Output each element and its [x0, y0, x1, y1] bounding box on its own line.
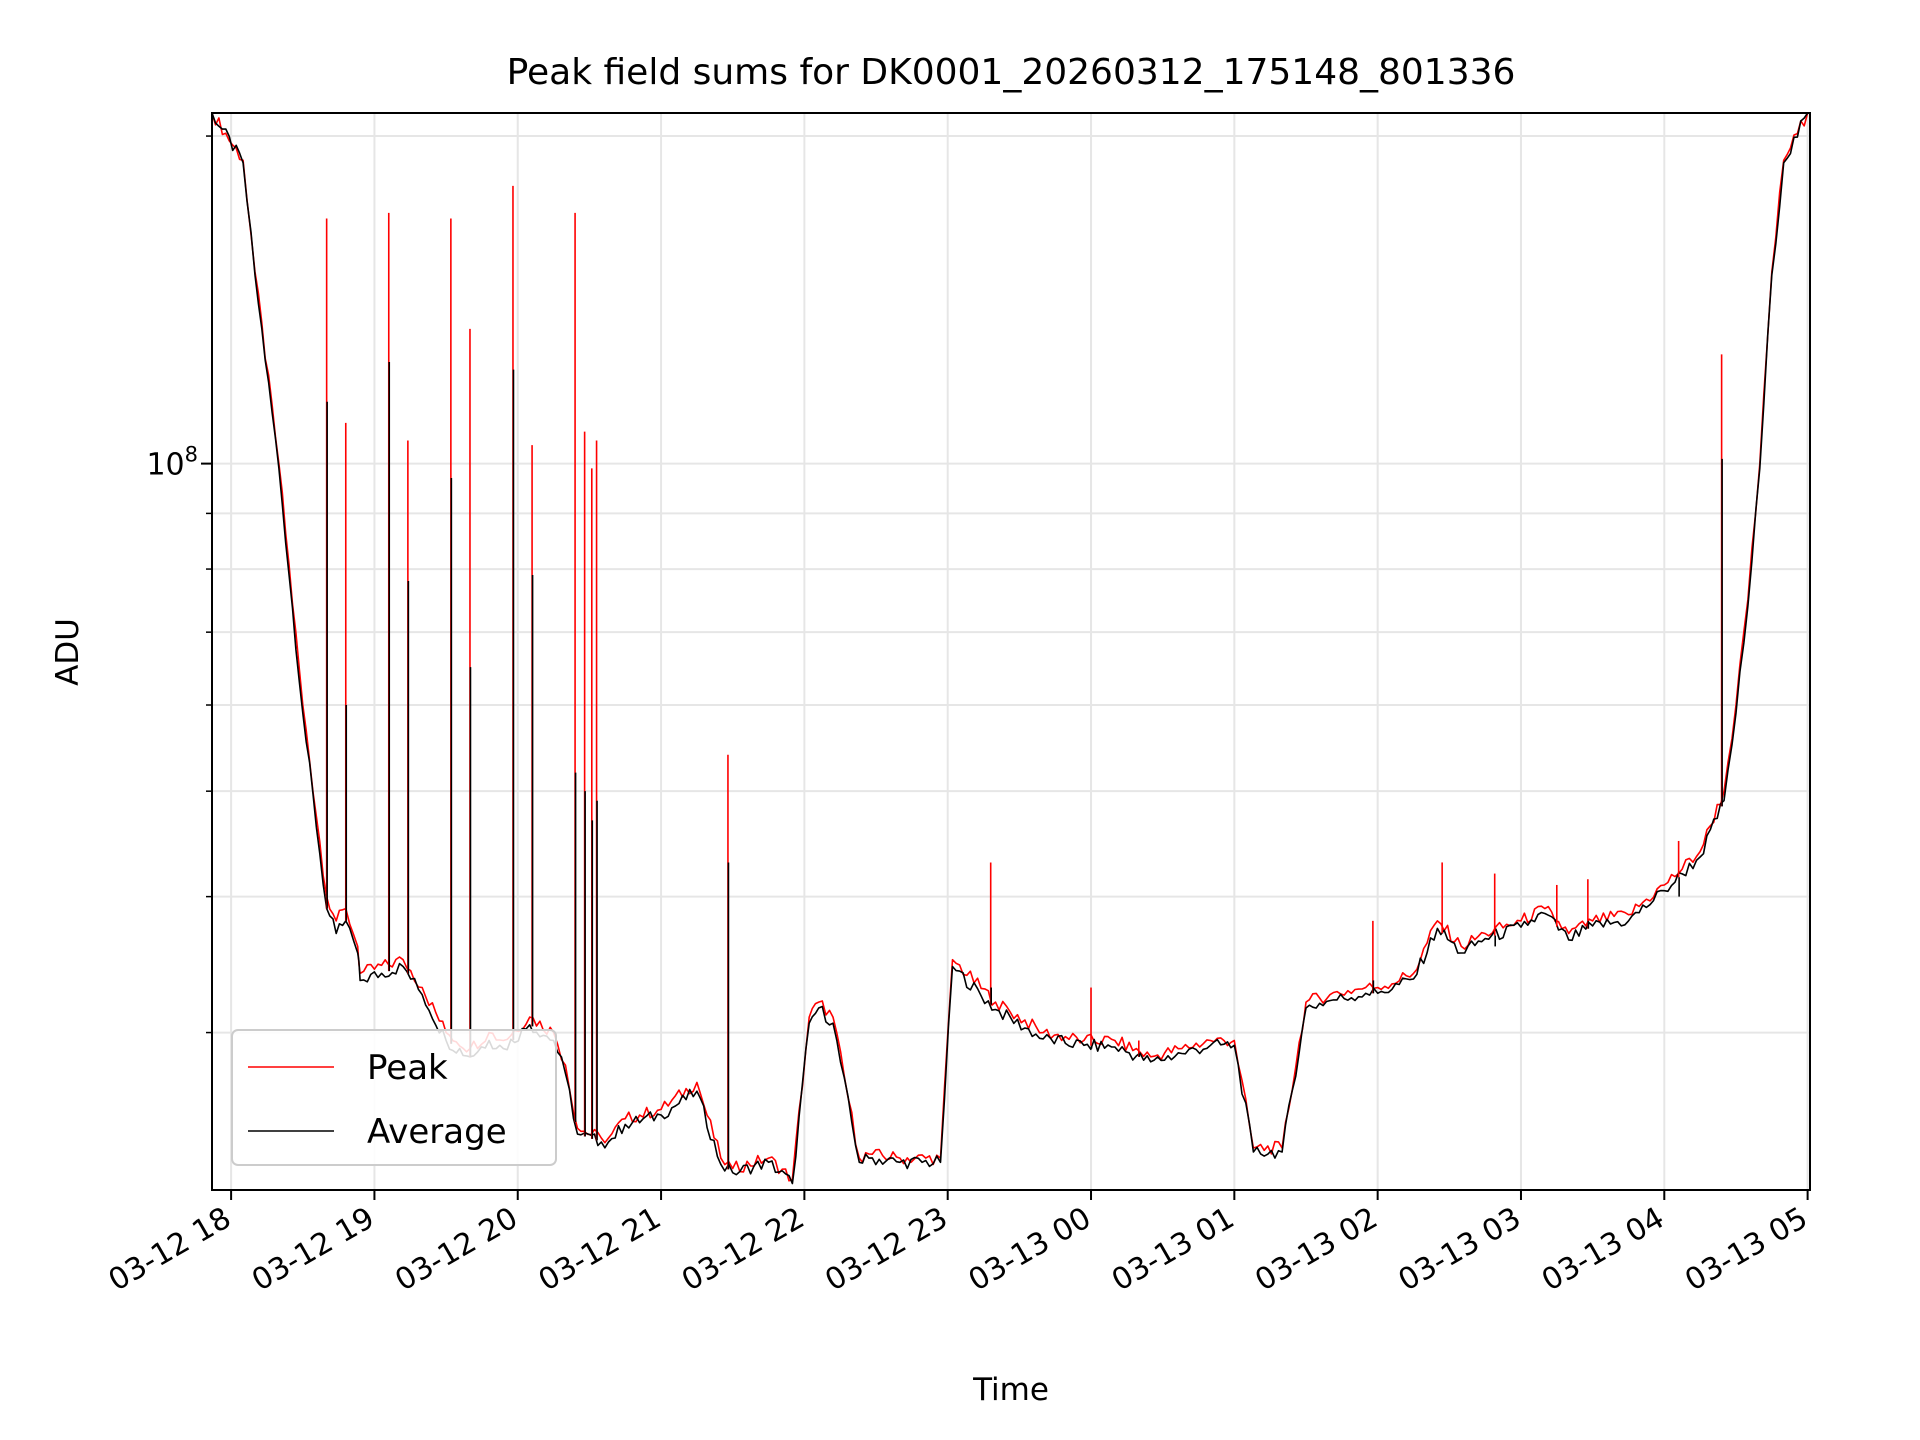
axes-frame — [211, 112, 1811, 1191]
x-axis-label: Time — [972, 1372, 1049, 1408]
grid — [212, 113, 1810, 1190]
legend-label-peak: Peak — [367, 1048, 448, 1088]
y-tick-label: 108 — [146, 443, 198, 483]
chart-title: Peak field sums for DK0001_20260312_1751… — [507, 52, 1516, 93]
legend: Peak Average — [231, 1029, 557, 1166]
plot-area — [212, 113, 1809, 1185]
y-axis-label: ADU — [50, 618, 86, 686]
series-layer — [212, 113, 1809, 1185]
y-axis: 108 — [146, 135, 212, 1034]
legend-label-average: Average — [367, 1112, 507, 1152]
